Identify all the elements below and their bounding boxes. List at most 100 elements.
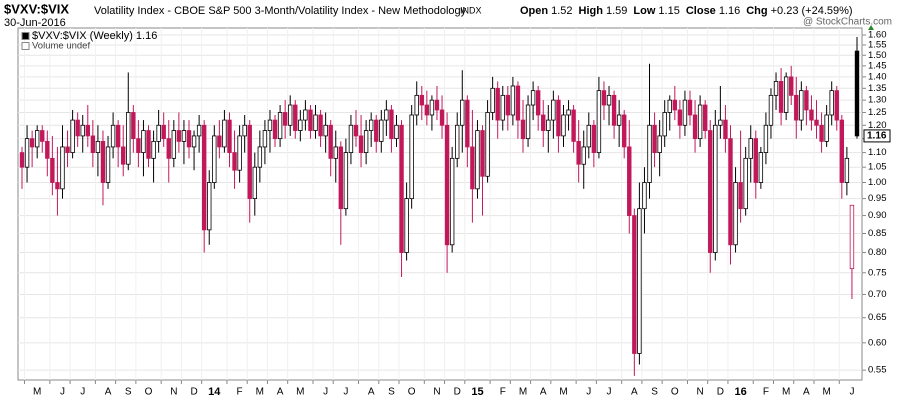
candle-body	[475, 130, 480, 190]
candle-body	[434, 99, 440, 111]
candle-body	[429, 99, 435, 116]
candle-body	[29, 138, 35, 148]
y-tick-label: 1.50	[868, 50, 887, 61]
candle-body	[677, 109, 683, 126]
candle-body	[495, 87, 500, 121]
x-tick-label: M	[519, 387, 527, 398]
candle-body	[591, 124, 597, 153]
x-tick-label: A	[105, 387, 112, 398]
date: 30-Jun-2016	[4, 17, 66, 29]
candle-body	[596, 90, 602, 153]
candle-body	[70, 119, 75, 153]
x-tick-label: F	[763, 387, 769, 398]
candle-body	[748, 138, 753, 159]
x-tick-label: S	[125, 387, 132, 398]
candle-body	[622, 114, 627, 148]
y-tick-label: 0.90	[868, 210, 887, 221]
candle-body	[75, 119, 80, 137]
candle-body	[353, 124, 359, 137]
candle-body	[288, 104, 293, 126]
candle-body	[819, 124, 824, 142]
candle-body	[789, 76, 794, 96]
candle-body	[455, 124, 460, 159]
description: Volatility Index - CBOE S&P 500 3-Month/…	[94, 5, 467, 17]
candle-body	[232, 152, 237, 171]
quote-label: High	[579, 5, 604, 17]
x-tick-label: F	[237, 387, 243, 398]
candle-body	[348, 124, 354, 153]
candle-body	[672, 99, 678, 111]
y-tick-label: 1.60	[868, 29, 887, 40]
x-tick-label: M	[822, 387, 830, 398]
x-tick-label: J	[323, 387, 328, 398]
candle-body	[839, 119, 845, 183]
candle-body	[733, 182, 738, 246]
candle-body	[368, 119, 374, 131]
candle-body	[586, 124, 591, 148]
candle-body	[131, 112, 136, 140]
candle-body	[667, 99, 672, 113]
candle-body	[237, 135, 242, 171]
candle-body	[267, 119, 273, 131]
quote-label: Low	[633, 5, 655, 17]
candle-body	[171, 130, 177, 159]
candle-body	[151, 140, 156, 159]
candle-body	[439, 109, 445, 126]
quote-value: 1.59	[606, 5, 627, 17]
axes: 0.55 0.60 0.65 0.70 0.75 0.80 0.85 0.90 0.95 1.00…	[24, 25, 891, 398]
candle-body	[40, 130, 45, 142]
candle-body	[399, 124, 404, 253]
candle-body	[682, 99, 688, 126]
candle-body	[262, 130, 268, 148]
x-tick-label: D	[454, 387, 461, 398]
candle-body	[657, 135, 662, 153]
y-tick-label: 0.80	[868, 247, 887, 258]
symbol: $VXV:$VIX	[4, 1, 69, 16]
candle-body	[191, 135, 197, 148]
x-tick-label: O	[408, 387, 416, 398]
candle-body	[763, 124, 769, 153]
candle-body	[217, 135, 222, 148]
candle-body	[176, 130, 182, 142]
x-tick-label: M	[559, 387, 567, 398]
x-tick-label: J	[607, 387, 612, 398]
x-tick-label: O	[145, 387, 153, 398]
candle-body	[121, 146, 126, 165]
y-tick-label: 1.25	[868, 107, 887, 118]
y-tick-label: 0.60	[868, 337, 887, 348]
y-tick-label: 0.75	[868, 267, 887, 278]
candle-body	[632, 215, 637, 354]
legend-label: $VXV:$VIX (Weekly) 1.16	[32, 30, 157, 42]
x-tick-label: J	[60, 387, 65, 398]
candle-body	[794, 94, 799, 121]
candle-body	[687, 99, 693, 116]
x-tick-label: M	[256, 387, 264, 398]
candle-body	[146, 130, 151, 159]
candle-body	[308, 109, 313, 131]
candle-body	[212, 135, 217, 183]
candle-body	[282, 112, 288, 126]
candle-body	[525, 104, 531, 140]
candle-body	[470, 146, 475, 190]
candle-body	[115, 124, 121, 148]
candle-body	[844, 157, 850, 183]
candle-body	[728, 138, 733, 246]
candle-body	[414, 94, 419, 116]
candle-body	[34, 130, 40, 148]
quote-label: Chg	[746, 5, 767, 17]
candle-body	[374, 119, 379, 142]
candle-body	[743, 157, 748, 210]
candle-body	[606, 94, 612, 106]
candle-body	[849, 204, 855, 270]
x-tick-label: 16	[734, 386, 746, 398]
candle-body	[500, 94, 505, 121]
candle-body	[824, 114, 829, 142]
candle-body	[45, 140, 50, 159]
candle-body	[303, 109, 308, 121]
quote-value: 1.15	[658, 5, 679, 17]
y-tick-label: 1.00	[868, 177, 887, 188]
candle-body	[520, 119, 526, 140]
candle-body	[829, 90, 834, 116]
candle-body	[80, 124, 85, 137]
